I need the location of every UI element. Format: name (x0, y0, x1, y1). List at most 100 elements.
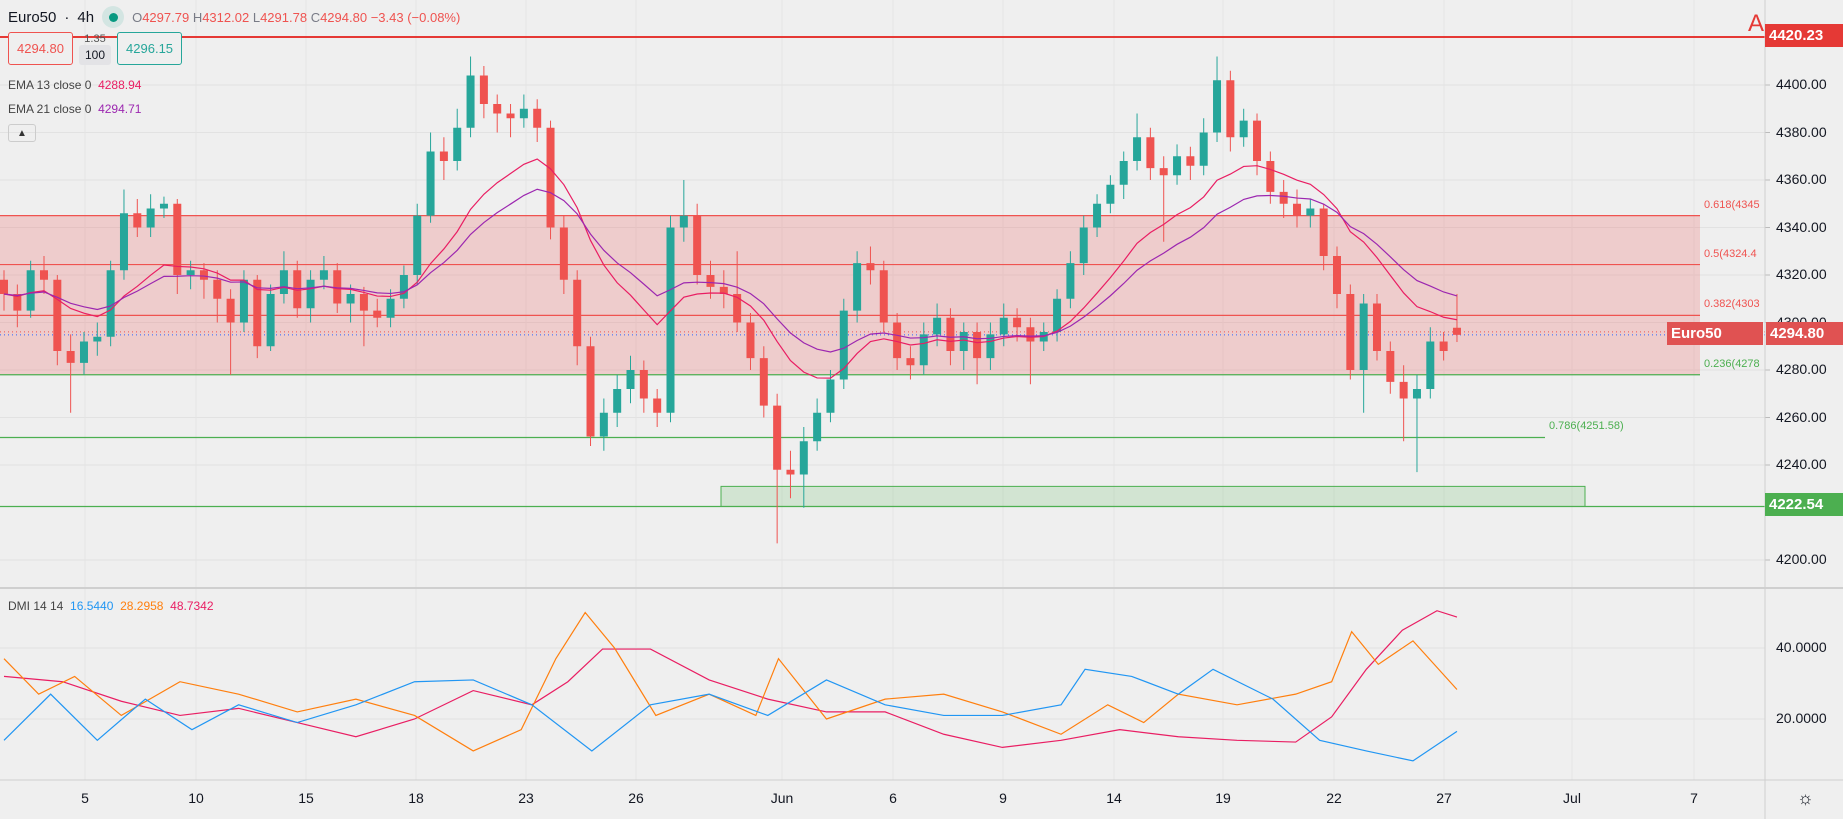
candle-body (1386, 351, 1395, 382)
candle-body (679, 215, 688, 228)
candle-body (213, 279, 222, 299)
ema21-legend[interactable]: EMA 21 close 0 4294.71 (8, 102, 142, 116)
alert-marker[interactable]: A (1748, 10, 1765, 37)
candle-body (479, 75, 488, 104)
candle-body (533, 108, 542, 128)
candle-body (1066, 263, 1075, 299)
candle-body (1106, 184, 1115, 204)
candle-body (186, 270, 195, 275)
candle-body (1359, 303, 1368, 370)
candle-body (399, 275, 408, 299)
time-tick-label: 14 (1106, 790, 1122, 806)
time-tick-label: 10 (188, 790, 204, 806)
time-tick-label: 15 (298, 790, 314, 806)
separator: · (64, 8, 70, 26)
candle-body (239, 279, 248, 323)
last-price-tag: 4294.80 (1766, 321, 1843, 345)
resistance-price-tag: 4420.23 (1765, 23, 1843, 47)
candle-body (853, 263, 862, 311)
candle-body (1199, 132, 1208, 166)
time-tick-label: 5 (81, 790, 89, 806)
candle-body (426, 151, 435, 216)
fib-zone (0, 215, 1700, 375)
candle-body (906, 358, 915, 366)
ema13-legend[interactable]: EMA 13 close 0 4288.94 (8, 78, 142, 92)
dmi-adx-line (3, 610, 1458, 749)
symbol-name[interactable]: Euro50 (8, 8, 57, 26)
candle-body (613, 389, 622, 413)
demand-zone (720, 485, 1586, 507)
candle-body (959, 332, 968, 351)
time-tick-label: 18 (408, 790, 424, 806)
candle-body (1159, 168, 1168, 176)
candle-body (1412, 389, 1421, 399)
candle-body (133, 213, 142, 228)
candle-body (1173, 156, 1182, 176)
candle-body (413, 215, 422, 275)
gear-icon[interactable]: ☼ (1797, 788, 1814, 808)
dmi-legend[interactable]: DMI 14 14 16.5440 28.2958 48.7342 (8, 599, 214, 613)
candle-body (733, 294, 742, 323)
candle-body (373, 310, 382, 318)
symbol-legend: Euro50 · 4h O4297.79 H4312.02 L4291.78 C… (8, 6, 460, 28)
market-open-icon (102, 6, 125, 28)
candle-body (226, 298, 235, 323)
candle-body (493, 104, 502, 114)
time-tick-label: 19 (1215, 790, 1231, 806)
price-tick-label: 4200.00 (1776, 551, 1827, 567)
candle-body (93, 336, 102, 342)
candle-body (999, 317, 1008, 335)
candle-body (119, 213, 128, 271)
candle-body (946, 317, 955, 351)
candle-body (66, 351, 75, 363)
candle-body (706, 275, 715, 287)
candle-body (773, 405, 782, 470)
quantity-input[interactable]: 100 (79, 44, 112, 65)
collapse-legend-button[interactable]: ▲ (8, 124, 36, 142)
price-tick-label: 4240.00 (1776, 456, 1827, 472)
interval[interactable]: 4h (77, 8, 95, 26)
candle-body (626, 370, 635, 389)
ema21-line (3, 188, 1458, 353)
candle-body (319, 270, 328, 280)
candle-body (1439, 341, 1448, 351)
candle-body (893, 322, 902, 359)
buy-button[interactable]: 4296.15 (117, 32, 183, 65)
spread: 1.35 (84, 32, 106, 45)
ohlc-values: O4297.79 H4312.02 L4291.78 C4294.80 −3.4… (132, 9, 461, 25)
candle-body (599, 412, 608, 437)
candle-body (1372, 303, 1381, 351)
candle-body (1426, 341, 1435, 389)
ema-lines (3, 158, 1458, 379)
candle-body (106, 270, 115, 337)
candle-body (826, 379, 835, 413)
zones (0, 35, 1765, 508)
trade-panel: 4294.80 1.35 100 4296.15 (8, 32, 183, 65)
price-tick-label: 4360.00 (1776, 171, 1827, 187)
candle-body (159, 203, 168, 209)
candle-body (1226, 80, 1235, 138)
sell-button[interactable]: 4294.80 (8, 32, 73, 65)
candle-body (546, 127, 555, 228)
candle-body (933, 317, 942, 335)
candle-body (573, 279, 582, 347)
candle-body (1213, 80, 1222, 133)
candle-body (693, 215, 702, 275)
candle-body (386, 298, 395, 318)
time-tick-label: 23 (518, 790, 534, 806)
candle-body (866, 263, 875, 271)
candle-body (559, 227, 568, 280)
dmi-lines (3, 610, 1458, 762)
candle-body (519, 108, 528, 119)
fib-level-label: 0.236(4278 (1704, 357, 1760, 370)
spread-quantity: 1.35 100 (79, 32, 112, 65)
candle-body (719, 286, 728, 294)
dmi-tick-label: 20.0000 (1776, 710, 1827, 726)
candle-body (466, 75, 475, 128)
candle-body (1306, 208, 1315, 216)
candle-body (799, 441, 808, 475)
price-tick-label: 4400.00 (1776, 76, 1827, 92)
dmi-di-line (3, 611, 1458, 752)
candle-body (666, 227, 675, 413)
